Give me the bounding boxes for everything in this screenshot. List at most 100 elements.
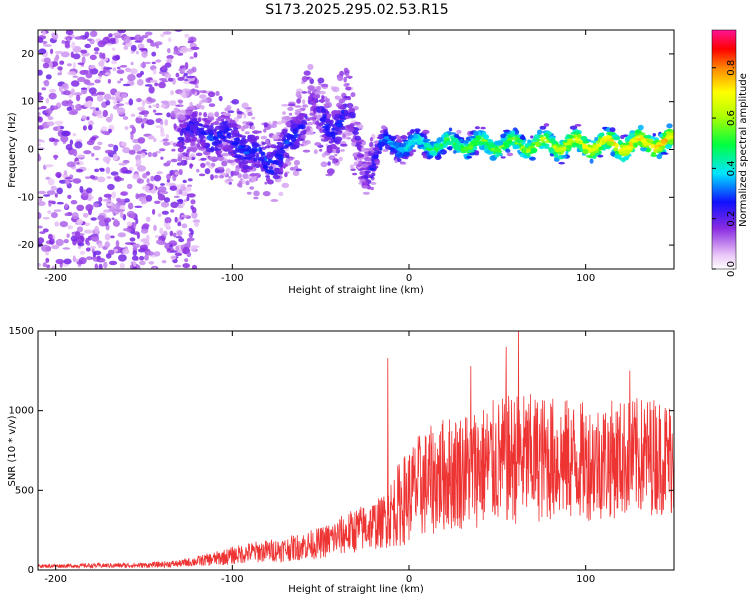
heat-cell [577,133,582,139]
heat-cell [117,232,127,238]
heat-cell [220,114,225,118]
heat-cell [665,131,671,136]
heat-cell [513,136,518,141]
heat-cell [275,153,281,157]
heat-cell [656,148,663,152]
heat-cell [265,145,271,149]
heat-cell [163,230,168,237]
heat-cell [81,56,86,64]
heat-cell [643,135,651,139]
heat-cell [38,212,42,220]
heat-cell [582,148,589,155]
heat-cell [191,136,198,142]
spectrogram-heatmap [38,30,674,269]
heat-cell [262,161,267,165]
heat-cell [160,33,165,38]
snr-frame [37,330,675,571]
heat-cell [378,147,383,150]
heat-cell [206,117,214,121]
heat-cell [259,156,265,161]
heat-cell [324,136,331,141]
heat-cell [186,115,191,119]
heat-cell [125,67,131,73]
heat-cell [89,68,99,75]
heat-cell [113,218,118,224]
heat-cell [157,194,166,201]
heat-cell [189,101,193,107]
heat-cell [42,262,47,268]
heat-cell [183,72,188,77]
heat-cell [464,144,469,148]
heat-cell [507,135,512,138]
heat-cell [48,88,57,93]
heat-cell [71,41,76,49]
heat-cell [521,147,527,153]
heat-cell [179,123,188,129]
heat-cell [274,150,282,154]
heat-cell [448,127,453,132]
heat-cell [186,91,190,97]
heat-cell [132,266,137,269]
heat-cell [215,91,220,96]
heat-cell [266,176,271,183]
heat-cell [94,263,98,269]
heat-cell [451,132,456,135]
heat-cell [344,109,349,115]
heat-cell [86,256,93,261]
heat-cell [194,84,199,89]
heat-cell [231,141,240,146]
heat-cell [543,123,550,127]
heat-cell [84,43,91,49]
heat-cell [557,151,562,155]
heat-cell [123,198,130,203]
heat-cell [70,235,78,242]
heat-cell [301,76,308,82]
heat-cell [199,94,207,99]
heat-cell [153,224,157,232]
heat-cell [151,61,156,65]
heat-cell [325,125,329,130]
heat-cell [112,67,117,72]
heat-cell [85,72,93,79]
heat-cell [190,141,196,147]
heat-cell [177,156,183,162]
heat-cell [661,139,666,145]
heat-cell [443,137,449,141]
heat-cell [97,141,103,146]
heat-cell [54,154,58,161]
heat-cell [180,46,189,54]
heat-cell [576,145,584,149]
heat-cell [64,177,72,180]
heat-cell [117,107,126,115]
heat-cell [84,176,91,180]
heat-cell [80,87,88,90]
heat-cell [251,125,256,130]
heat-cell [184,133,191,140]
heat-cell [142,223,150,229]
heat-cell [146,119,155,126]
heat-cell [131,126,136,134]
heat-cell [42,30,46,37]
heat-cell [277,160,284,166]
heat-cell [320,138,325,141]
heat-cell [115,240,120,248]
heat-cell [182,179,187,184]
heat-cell [164,62,172,68]
heat-cell [54,221,59,227]
heat-cell [278,191,284,197]
heat-cell [272,120,278,125]
heat-cell [140,62,147,68]
heat-cell [183,80,191,84]
heat-cell [107,143,114,148]
heat-cell [264,139,270,144]
heat-cell [272,174,281,180]
heat-cell [334,153,338,157]
heat-cell [307,90,312,94]
heat-cell [180,65,185,69]
heat-cell [332,148,337,154]
heat-cell [144,254,149,261]
heat-cell [208,156,216,161]
heat-cell [176,188,180,196]
heat-cell [531,139,537,142]
